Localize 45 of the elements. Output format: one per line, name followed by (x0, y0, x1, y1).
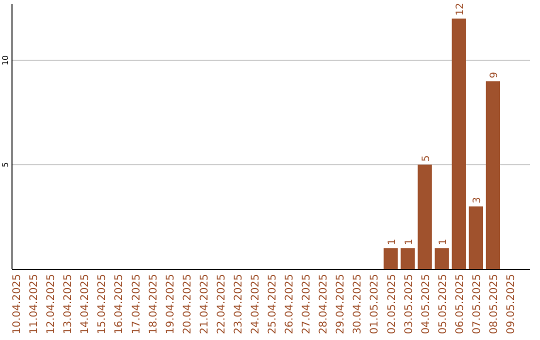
x-tick-label: 02.05.2025 (386, 274, 398, 334)
x-tick-label: 13.04.2025 (62, 274, 74, 334)
x-tick-label: 01.05.2025 (368, 274, 381, 334)
x-tick-label: 08.05.2025 (488, 274, 500, 334)
bar (384, 248, 398, 269)
x-tick-label: 12.04.2025 (45, 274, 58, 334)
x-tick-label: 07.05.2025 (470, 274, 483, 334)
x-tick-label: 27.04.2025 (300, 274, 313, 334)
bar (418, 164, 432, 269)
x-tick-label: 26.04.2025 (284, 274, 296, 334)
bar (486, 81, 500, 269)
x-tick-label: 24.04.2025 (249, 274, 262, 334)
data-label: 5 (420, 155, 432, 162)
x-tick-label: 18.04.2025 (147, 274, 160, 334)
x-tick-label: 17.04.2025 (130, 274, 142, 334)
x-tick-label: 06.05.2025 (454, 274, 466, 334)
data-label: 1 (438, 238, 449, 246)
x-tick-label: 22.04.2025 (215, 274, 228, 334)
x-tick-label: 15.04.2025 (96, 274, 108, 334)
x-tick-label: 23.04.2025 (232, 274, 244, 334)
x-tick-label: 05.05.2025 (436, 274, 449, 334)
x-tick-label: 03.05.2025 (402, 274, 415, 334)
bar (400, 248, 415, 269)
x-tick-label: 20.04.2025 (181, 274, 194, 334)
x-tick-label: 04.05.2025 (420, 274, 432, 334)
data-label: 1 (386, 238, 398, 246)
data-label: 12 (454, 2, 466, 16)
y-tick-label: 10 (1, 55, 10, 66)
x-tick-label: 14.04.2025 (79, 274, 92, 334)
x-tick-label: 16.04.2025 (113, 274, 126, 334)
x-tick-label: 09.05.2025 (504, 274, 517, 334)
x-tick-label: 19.04.2025 (164, 274, 176, 334)
x-tick-label: 25.04.2025 (266, 274, 279, 334)
x-tick-label: 29.04.2025 (334, 274, 347, 334)
bar (434, 248, 449, 269)
x-tick-label: 21.04.2025 (198, 274, 210, 334)
data-label: 1 (404, 238, 415, 246)
x-tick-label: 30.04.2025 (352, 274, 364, 334)
bar (468, 206, 483, 269)
x-tick-label: 11.04.2025 (28, 274, 40, 334)
data-label: 3 (472, 197, 483, 204)
x-tick-label: 28.04.2025 (318, 274, 330, 334)
data-label: 9 (488, 72, 500, 78)
bar (452, 18, 466, 269)
x-tick-label: 10.04.2025 (11, 274, 24, 334)
